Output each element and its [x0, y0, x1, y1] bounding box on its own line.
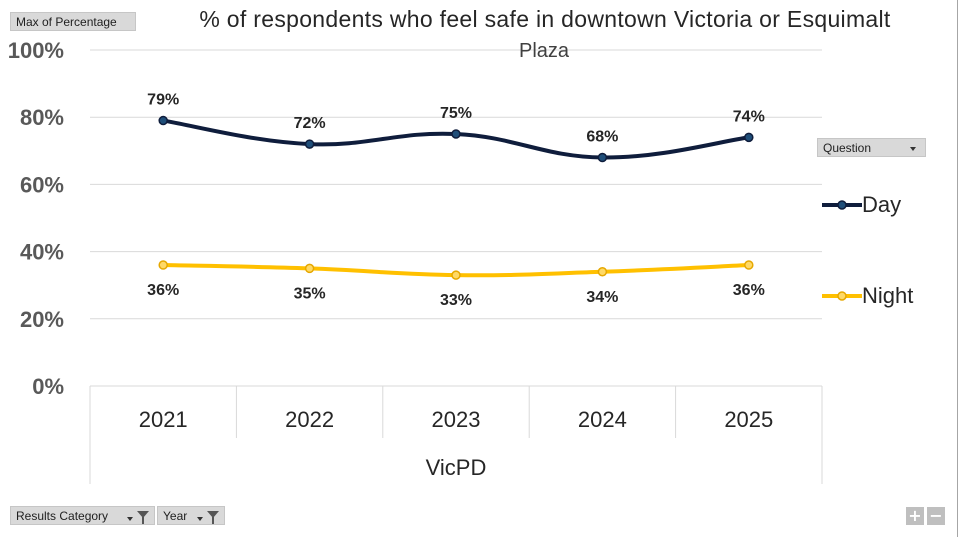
value-field-button[interactable]: Max of Percentage [10, 12, 136, 31]
data-point-day [451, 129, 461, 139]
filter-icon [137, 511, 149, 524]
frame-right-edge [957, 0, 958, 537]
data-label-night: 33% [440, 292, 472, 309]
y-tick-label: 60% [20, 172, 64, 197]
data-point-night [304, 263, 315, 274]
legend-field-label: Question [823, 141, 872, 155]
axis-field-filter-button[interactable]: Results Category [10, 506, 155, 525]
data-label-night: 35% [294, 285, 326, 302]
dropdown-arrow-icon [127, 517, 133, 521]
y-tick-label: 0% [32, 374, 64, 399]
data-point-night [451, 270, 461, 280]
y-tick-label: 20% [20, 307, 64, 332]
y-tick-label: 40% [20, 240, 64, 265]
data-label-day: 74% [733, 108, 765, 125]
data-point-day [158, 115, 168, 126]
x-group-label: VicPD [426, 455, 487, 480]
year-filter-button[interactable]: Year [157, 506, 225, 525]
dropdown-arrow-icon [197, 517, 203, 521]
data-point-day [744, 132, 754, 143]
data-point-night [597, 267, 608, 277]
data-label-night: 36% [733, 282, 765, 299]
legend-label-day: Day [862, 192, 902, 217]
year-field-label: Year [163, 509, 188, 523]
axis-field-label: Results Category [16, 509, 109, 523]
data-label-day: 72% [294, 115, 326, 132]
expand-button[interactable]: + [906, 507, 924, 525]
dropdown-arrow-icon [910, 147, 916, 151]
x-tick-label: 2024 [578, 407, 627, 432]
data-label-day: 75% [440, 105, 472, 122]
legend-label-night: Night [862, 283, 914, 308]
chart-title-line1: % of respondents who feel safe in downto… [199, 6, 891, 32]
legend-field-dropdown[interactable]: Question [817, 138, 926, 157]
collapse-button[interactable]: − [927, 507, 945, 525]
data-label-night: 36% [147, 282, 179, 299]
chart-title-line2: Plaza [518, 40, 570, 62]
data-point-night [744, 260, 754, 270]
filter-icon [207, 511, 219, 524]
data-point-day [597, 152, 608, 163]
data-label-night: 34% [586, 289, 618, 306]
y-tick-label: 100% [8, 38, 64, 63]
data-label-day: 79% [147, 92, 179, 109]
data-label-day: 68% [586, 129, 618, 146]
x-tick-label: 2023 [432, 407, 481, 432]
data-point-night [158, 260, 168, 270]
legend-swatch-night [822, 291, 862, 301]
x-tick-label: 2021 [139, 407, 188, 432]
y-tick-label: 80% [20, 105, 64, 130]
legend-swatch-day [822, 200, 862, 210]
series-line-night [161, 263, 751, 278]
x-tick-label: 2025 [724, 407, 773, 432]
data-point-day [304, 139, 315, 149]
x-tick-label: 2022 [285, 407, 334, 432]
series-line-day [161, 118, 751, 160]
